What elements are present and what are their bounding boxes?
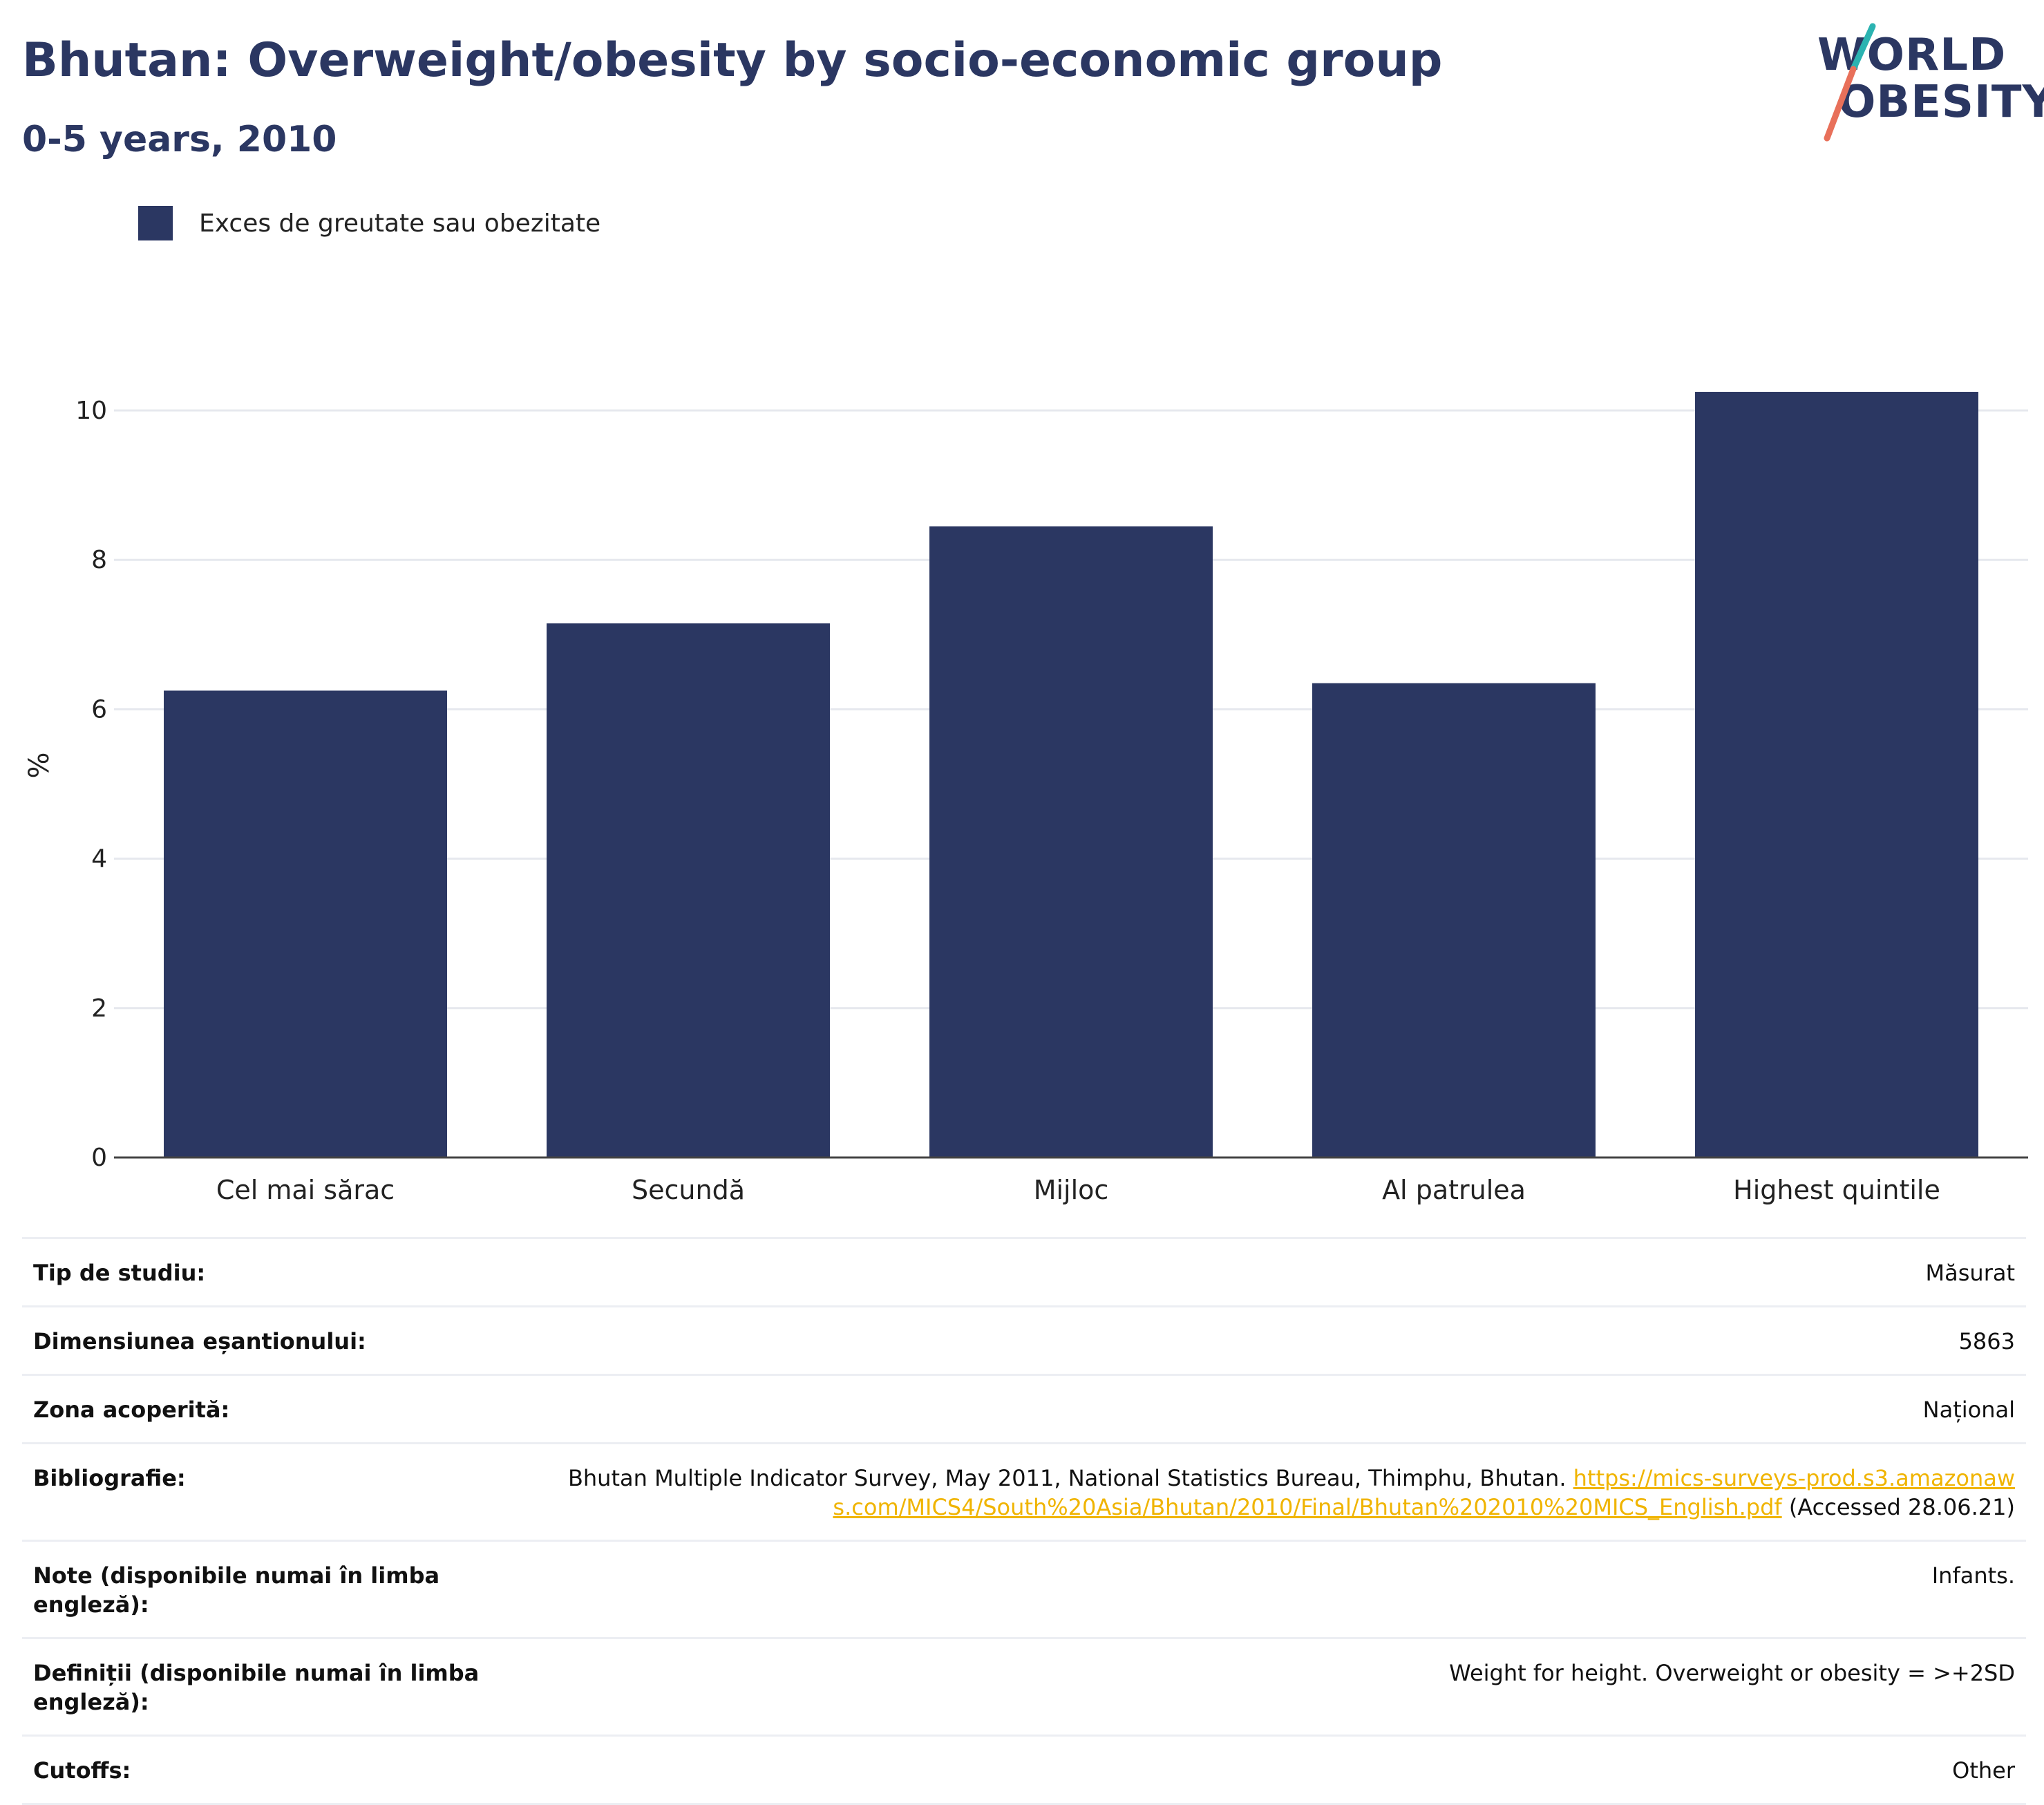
meta-row-notes: Note (disponibile numai în limba engleză… <box>22 1540 2026 1637</box>
page-title: Bhutan: Overweight/obesity by socio-econ… <box>22 33 1443 88</box>
bibliography-accessed: (Accessed 28.06.21) <box>1788 1494 2015 1520</box>
x-tick-label: Secundă <box>632 1175 745 1205</box>
y-axis-label: % <box>23 752 55 778</box>
bar <box>164 690 447 1157</box>
page-subtitle: 0-5 years, 2010 <box>22 119 337 160</box>
meta-row-bibliography: Bibliografie: Bhutan Multiple Indicator … <box>22 1442 2026 1540</box>
meta-row-cutoffs: Cutoffs: Other <box>22 1735 2026 1805</box>
meta-key: Bibliografie: <box>33 1465 186 1491</box>
x-tick-label: Highest quintile <box>1733 1175 1940 1205</box>
meta-key: Definiții (disponibile numai în limba en… <box>33 1660 480 1715</box>
x-tick-label: Mijloc <box>1034 1175 1109 1205</box>
meta-row-sample-size: Dimensiunea eșantionului: 5863 <box>22 1305 2026 1374</box>
meta-key: Tip de studiu: <box>33 1260 206 1286</box>
meta-row-definitions: Definiții (disponibile numai în limba en… <box>22 1637 2026 1735</box>
bibliography-link[interactable]: https://mics-surveys-prod.s3.amazonaws.c… <box>833 1465 2015 1520</box>
bibliography-text: Bhutan Multiple Indicator Survey, May 20… <box>567 1465 1567 1491</box>
meta-key: Cutoffs: <box>33 1757 131 1784</box>
bar <box>547 623 830 1157</box>
world-obesity-logo: WORLD OBESITY <box>1797 21 2044 145</box>
meta-value: Other <box>1952 1757 2015 1784</box>
legend-label: Exces de greutate sau obezitate <box>199 209 601 238</box>
bar-chart: 0 2 4 6 8 10% Cel mai sărac Secundă Mijloc Al pat… <box>23 392 2028 1205</box>
meta-value: Infants. <box>1931 1562 2015 1589</box>
bar <box>929 526 1213 1157</box>
x-tick-label: Al patrulea <box>1382 1175 1526 1205</box>
bar <box>1695 392 1978 1157</box>
meta-row-area-covered: Zona acoperită: Național <box>22 1374 2026 1442</box>
y-tick-label: 6 <box>91 695 107 724</box>
logo-word-1: WORLD <box>1817 30 2007 81</box>
meta-key: Note (disponibile numai în limba engleză… <box>33 1562 440 1618</box>
meta-row-study-type: Tip de studiu: Măsurat <box>22 1237 2026 1305</box>
meta-key: Dimensiunea eșantionului: <box>33 1328 366 1354</box>
y-tick-label: 10 <box>75 397 107 425</box>
meta-value: Măsurat <box>1925 1260 2015 1286</box>
y-tick-label: 0 <box>91 1144 107 1172</box>
metadata-table: Tip de studiu: Măsurat Dimensiunea eșant… <box>22 1237 2026 1805</box>
meta-value: Weight for height. Overweight or obesity… <box>1449 1660 2015 1686</box>
logo-slash-icon <box>1824 23 1876 142</box>
legend-swatch <box>138 206 173 240</box>
x-tick-label: Cel mai sărac <box>216 1175 395 1205</box>
meta-value: 5863 <box>1958 1328 2015 1354</box>
y-tick-label: 4 <box>91 845 107 873</box>
y-tick-label: 2 <box>91 994 107 1023</box>
bar <box>1312 683 1596 1157</box>
meta-value: Bhutan Multiple Indicator Survey, May 20… <box>564 1464 2015 1522</box>
y-tick-label: 8 <box>91 546 107 574</box>
chart-legend: Exces de greutate sau obezitate <box>138 206 600 240</box>
meta-key: Zona acoperită: <box>33 1397 230 1423</box>
logo-word-2: OBESITY <box>1838 77 2044 128</box>
meta-value: Național <box>1922 1397 2015 1423</box>
